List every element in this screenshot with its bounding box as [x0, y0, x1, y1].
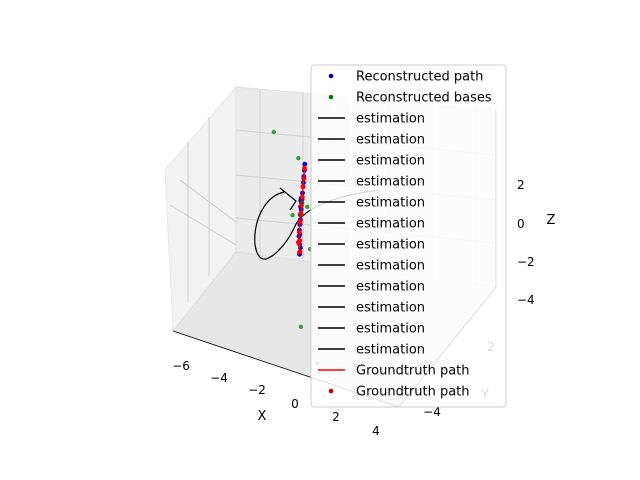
reconstructed-path-point	[302, 161, 308, 167]
x-tick-label: −4	[210, 371, 228, 385]
legend-box	[310, 64, 507, 408]
reconstructed-bases-point	[290, 213, 295, 218]
legend-label: estimation	[356, 280, 425, 295]
reconstructed-bases-point	[305, 204, 310, 209]
legend-label: estimation	[356, 343, 425, 358]
legend-label: estimation	[356, 112, 425, 127]
x-axis-label: X	[258, 409, 267, 424]
x-tick-label: 0	[291, 397, 299, 411]
x-tick-label: −2	[248, 383, 266, 397]
legend-label: Reconstructed path	[356, 70, 483, 85]
groundtruth-path-point	[297, 249, 303, 255]
groundtruth-path-point	[299, 203, 304, 208]
z-tick-label: 0	[517, 217, 525, 231]
legend-marker-dot	[328, 73, 334, 79]
legend-label: estimation	[356, 301, 425, 316]
reconstructed-bases-point	[298, 324, 304, 329]
legend-marker-dot	[328, 388, 334, 394]
groundtruth-path-point	[296, 240, 301, 245]
legend-label: estimation	[356, 217, 425, 232]
legend-label: estimation	[356, 196, 425, 211]
legend-marker-dot	[328, 94, 334, 100]
groundtruth-path-point	[300, 184, 306, 190]
legend-label: Reconstructed bases	[356, 91, 492, 106]
legend-label: Groundtruth path	[356, 364, 470, 379]
legend-label: estimation	[356, 238, 425, 253]
legend-label: estimation	[356, 133, 425, 148]
z-tick-label: −2	[517, 255, 535, 269]
groundtruth-path-point	[299, 194, 305, 200]
reconstructed-bases-point	[271, 129, 276, 135]
groundtruth-path-point	[302, 165, 307, 171]
x-tick-label: 2	[332, 410, 340, 424]
gridline	[169, 204, 237, 246]
legend-label: Groundtruth path	[356, 385, 470, 400]
gridline	[179, 179, 237, 223]
estimation-curve	[279, 187, 297, 211]
reconstructed-bases-point	[296, 156, 301, 161]
z-tick-label: −4	[517, 293, 535, 307]
x-tick-label: 4	[372, 424, 380, 438]
legend-label: estimation	[356, 259, 425, 274]
y-tick-label: −4	[423, 405, 441, 419]
legend-label: estimation	[356, 154, 425, 169]
groundtruth-path-point	[296, 229, 302, 235]
groundtruth-path-point	[301, 176, 307, 182]
x-tick-label: −6	[172, 359, 190, 373]
z-axis-label: Z	[547, 213, 556, 228]
z-tick-label: 2	[517, 178, 525, 192]
groundtruth-path-point	[298, 211, 304, 217]
legend-label: estimation	[356, 322, 425, 337]
legend-label: estimation	[356, 175, 425, 190]
groundtruth-path-point	[297, 219, 303, 225]
legend: Reconstructed path Reconstructed bases est…	[310, 64, 507, 408]
